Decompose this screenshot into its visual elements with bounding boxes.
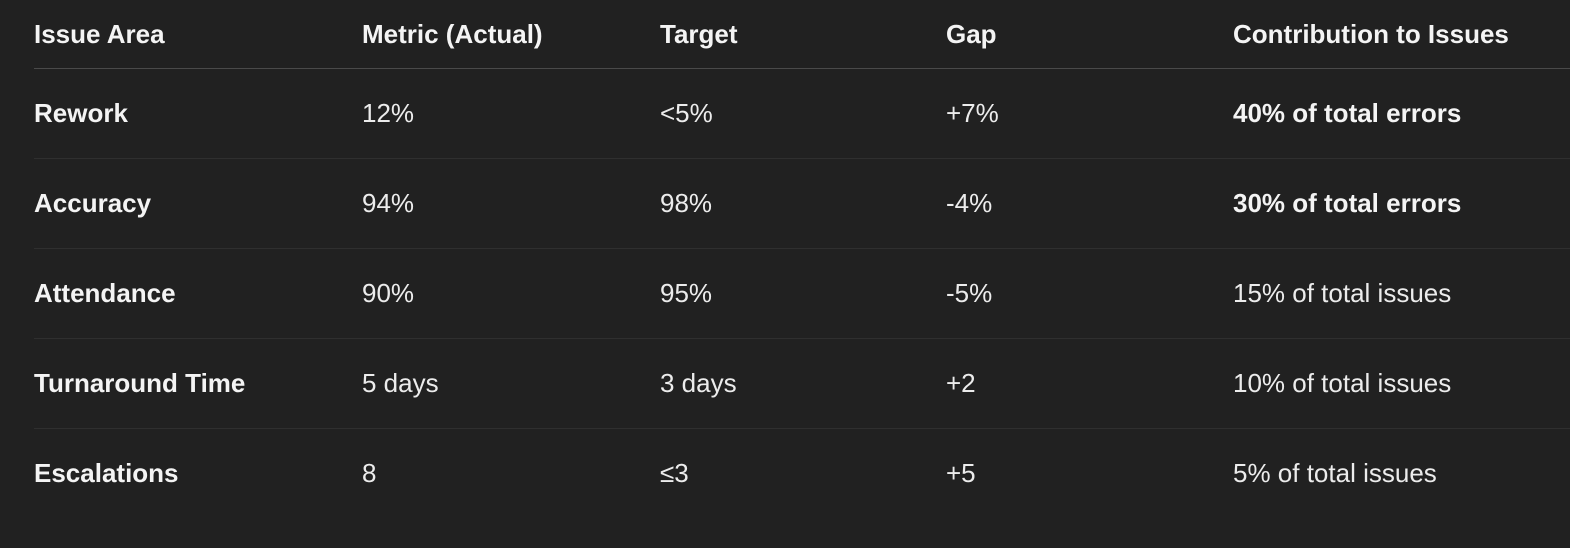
table-cell: 40% of total errors	[1233, 68, 1570, 159]
row-header: Rework	[34, 68, 362, 159]
table-cell: 98%	[660, 158, 946, 249]
table-cell: 90%	[362, 248, 660, 339]
column-header: Contribution to Issues	[1233, 0, 1570, 69]
table-cell: +7%	[946, 68, 1233, 159]
column-header: Target	[660, 0, 946, 69]
header-row: Issue Area Metric (Actual) Target Gap Contri…	[34, 0, 1570, 69]
table-cell: 5% of total issues	[1233, 458, 1437, 488]
table-cell: 3 days	[660, 338, 946, 429]
data-table: Issue Area Metric (Actual) Target Gap Contri…	[34, 0, 1570, 518]
table-cell: 95%	[660, 248, 946, 339]
table-cell: 15% of total issues	[1233, 248, 1570, 339]
row-header: Escalations	[34, 458, 179, 488]
table-head: Issue Area Metric (Actual) Target Gap Contri…	[34, 0, 1570, 69]
table-cell: -4%	[946, 158, 1233, 249]
row-header: Turnaround Time	[34, 338, 362, 429]
table-cell: +5	[946, 458, 976, 488]
table-cell: <5%	[660, 68, 946, 159]
table-row: Turnaround Time 5 days 3 days +2 10% of tota…	[34, 338, 1570, 429]
table-cell: 30% of total errors	[1233, 158, 1570, 249]
column-header: Gap	[946, 0, 1233, 69]
table-cell: 5 days	[362, 338, 660, 429]
table-row: Escalations 8 ≤3 +5 5% of total issues	[34, 429, 1570, 519]
table-cell: 10% of total issues	[1233, 338, 1570, 429]
table-cell: 8	[362, 458, 377, 488]
table-cell: 12%	[362, 68, 660, 159]
row-header: Attendance	[34, 248, 362, 339]
column-header: Issue Area	[34, 0, 362, 69]
row-header: Accuracy	[34, 158, 362, 249]
table-cell: -5%	[946, 248, 1233, 339]
table-cell: +2	[946, 338, 1233, 429]
table-cell: ≤3	[660, 458, 689, 488]
column-header: Metric (Actual)	[362, 0, 660, 69]
table-body: Rework 12% <5% +7% 40% of total errors Accura…	[34, 68, 1570, 519]
table-cell: 94%	[362, 158, 660, 249]
table-row: Accuracy 94% 98% -4% 30% of total errors	[34, 158, 1570, 249]
table-row: Attendance 90% 95% -5% 15% of total issues	[34, 248, 1570, 339]
table-row: Rework 12% <5% +7% 40% of total errors	[34, 68, 1570, 159]
